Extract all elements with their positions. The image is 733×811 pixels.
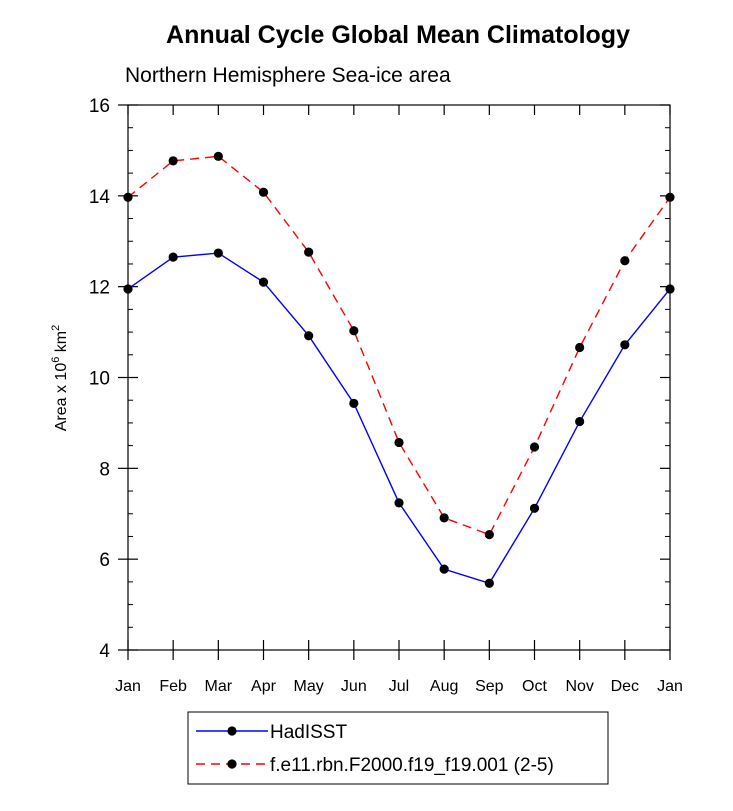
data-point xyxy=(394,437,404,448)
data-point xyxy=(304,331,314,341)
y-tick-label: 4 xyxy=(99,641,110,662)
data-point xyxy=(665,192,675,202)
plot-frame xyxy=(127,104,671,651)
data-point xyxy=(349,326,359,336)
x-tick-label: Jul xyxy=(389,678,409,695)
data-point xyxy=(484,578,494,588)
y-tick-label: 16 xyxy=(89,96,110,117)
x-tick-label: Jan xyxy=(657,678,683,695)
legend-label-0: HadISST xyxy=(270,722,347,743)
data-point xyxy=(620,340,630,350)
x-tick-label: Feb xyxy=(159,678,187,695)
x-tick-label: Dec xyxy=(611,678,639,695)
legend-marker-0 xyxy=(227,726,237,736)
series-line-1 xyxy=(127,155,671,536)
data-point xyxy=(529,503,540,513)
data-point xyxy=(575,342,585,353)
y-tick-label: 6 xyxy=(99,550,110,571)
data-point xyxy=(665,284,675,294)
data-point xyxy=(575,416,585,427)
x-tick-label: Apr xyxy=(251,678,277,695)
data-point xyxy=(349,398,359,408)
legend-box xyxy=(187,711,609,785)
data-point xyxy=(258,277,269,287)
chart-title: Annual Cycle Global Mean Climatology xyxy=(166,21,630,49)
y-axis-label-exp1: 6 xyxy=(50,357,62,363)
y-tick-label: 14 xyxy=(89,187,111,208)
data-point xyxy=(529,442,540,452)
y-tick-label: 8 xyxy=(99,459,110,480)
data-point xyxy=(123,284,133,294)
x-tick-labels: Jan Feb Mar Apr May Jun Jul Aug Sep Oct Nov Dec Jan xyxy=(115,678,683,695)
y-tick-labels: 4 6 8 10 12 14 16 xyxy=(89,96,111,662)
x-tick-label: Jun xyxy=(341,678,367,695)
data-point xyxy=(168,252,178,262)
x-tick-label: Sep xyxy=(475,678,504,695)
legend: HadISST f.e11.rbn.F2000.f19_f19.001 (2-5) xyxy=(196,722,554,776)
x-tick-label: Nov xyxy=(565,678,593,695)
data-point xyxy=(213,248,223,258)
axis-ticks xyxy=(118,104,671,660)
data-point xyxy=(484,530,494,540)
y-tick-label: 12 xyxy=(89,278,110,299)
y-tick-label: 10 xyxy=(89,369,110,390)
data-point xyxy=(394,498,404,508)
legend-marker-1 xyxy=(227,759,237,769)
chart-subtitle: Northern Hemisphere Sea-ice area xyxy=(125,64,451,87)
data-point xyxy=(258,187,269,197)
y-axis-label-unit: km xyxy=(53,331,70,357)
x-tick-label: May xyxy=(294,678,324,695)
y-axis-label: Area x 106 km2 xyxy=(50,325,70,432)
x-tick-label: Aug xyxy=(430,678,458,695)
legend-label-1: f.e11.rbn.F2000.f19_f19.001 (2-5) xyxy=(270,755,554,776)
data-point xyxy=(620,256,630,266)
x-tick-label: Jan xyxy=(115,678,141,695)
y-axis-label-exp2: 2 xyxy=(50,325,62,331)
data-point xyxy=(168,156,178,166)
y-axis-label-prefix: Area x 10 xyxy=(53,363,70,432)
x-tick-label: Oct xyxy=(522,678,547,695)
data-point xyxy=(439,564,449,574)
series-line-0 xyxy=(127,252,671,585)
series-layer xyxy=(123,151,675,588)
data-point xyxy=(439,513,449,523)
data-point xyxy=(304,247,314,257)
data-point xyxy=(213,151,223,161)
x-tick-label: Mar xyxy=(205,678,233,695)
data-point xyxy=(123,192,133,202)
